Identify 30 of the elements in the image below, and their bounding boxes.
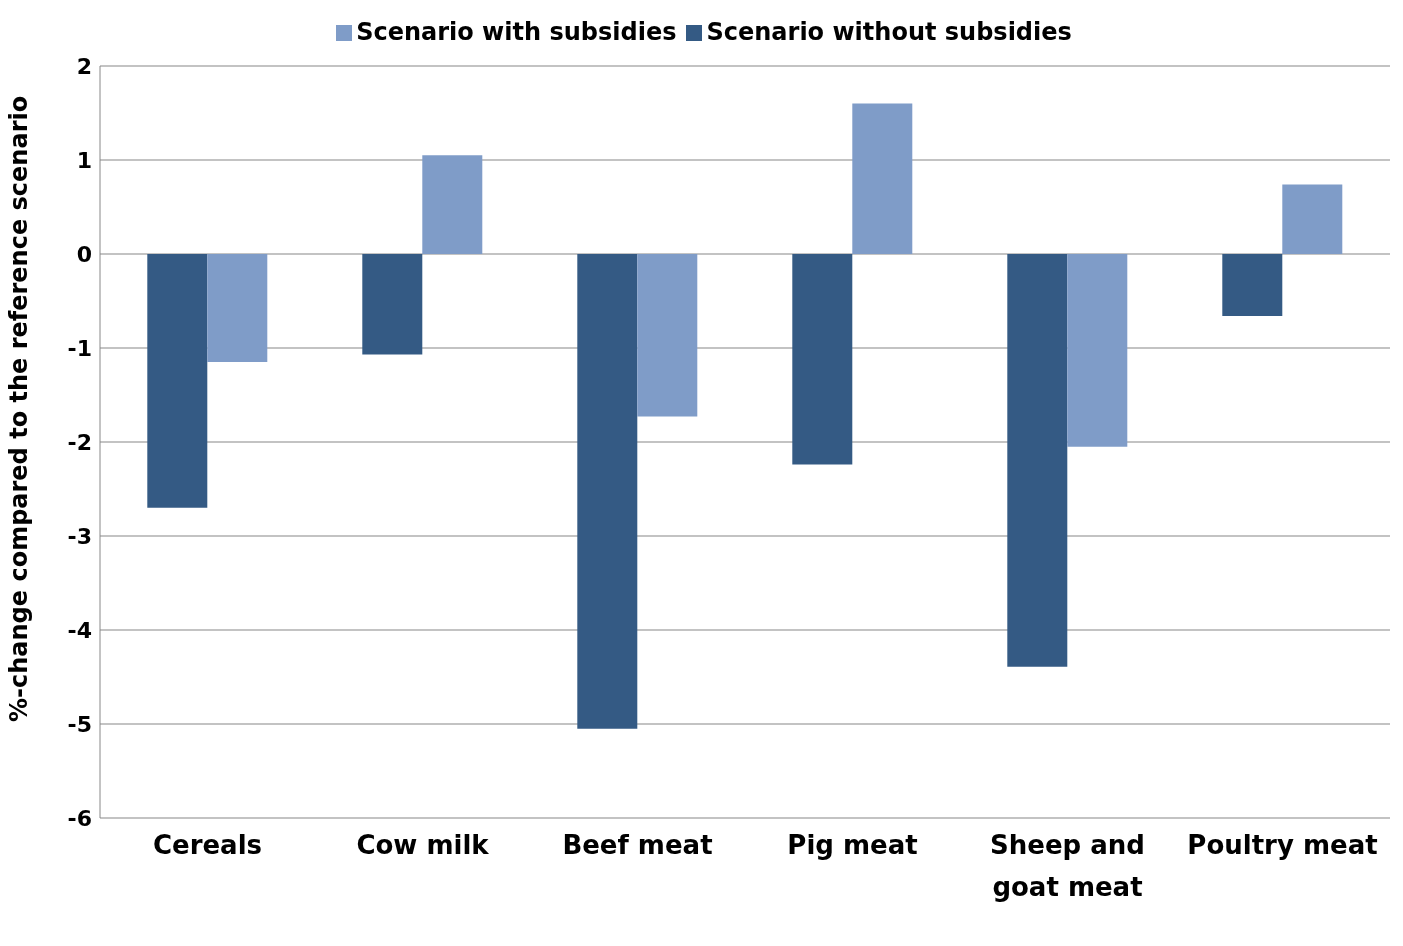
- y-tick-label: -3: [67, 523, 92, 549]
- x-tick-label: Sheep and goat meat: [990, 830, 1145, 902]
- legend-label: Scenario without subsidies: [706, 18, 1072, 46]
- bar: [362, 254, 423, 355]
- y-tick-label: 2: [76, 53, 92, 79]
- legend-label: Scenario with subsidies: [356, 18, 677, 46]
- bar: [1067, 254, 1128, 447]
- x-tick-label: Cow milk: [356, 830, 490, 860]
- x-tick-label: Beef meat: [562, 830, 713, 860]
- bar: [422, 155, 483, 254]
- y-tick-label: 1: [76, 147, 92, 173]
- x-tick-label: Pig meat: [787, 830, 918, 860]
- y-tick-label: -2: [67, 429, 92, 455]
- bar: [1007, 254, 1068, 667]
- bar: [852, 103, 913, 254]
- bar: [207, 254, 268, 363]
- bar: [1282, 184, 1343, 254]
- bar: [1222, 254, 1283, 317]
- bar: [637, 254, 698, 417]
- bar: [792, 254, 853, 465]
- x-tick-label: Cereals: [152, 830, 263, 860]
- y-tick-label: -6: [67, 805, 92, 831]
- y-tick-label: -5: [67, 711, 92, 737]
- bar: [577, 254, 638, 729]
- y-tick-label: 0: [76, 241, 92, 267]
- x-tick-label: Poultry meat: [1187, 830, 1378, 860]
- y-tick-label: -1: [67, 335, 92, 361]
- y-tick-label: -4: [67, 617, 92, 643]
- bar: [147, 254, 208, 508]
- y-axis-title: %-change compared to the reference scenario: [4, 95, 33, 722]
